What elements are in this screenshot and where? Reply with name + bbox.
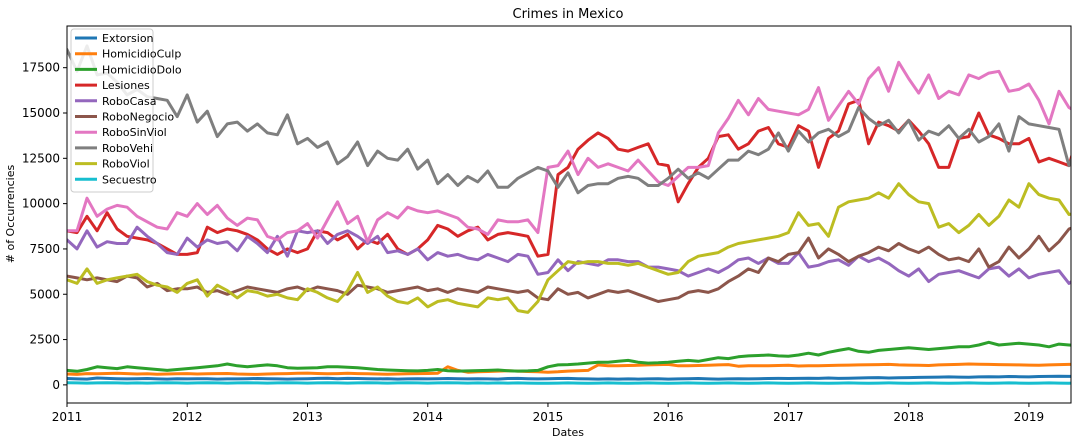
y-tick-label: 5000	[29, 287, 60, 301]
series-line-robovehi	[67, 44, 1071, 195]
legend-label-robonegocio: RoboNegocio	[102, 111, 174, 124]
series-line-robocasa	[67, 225, 1071, 285]
legend-label-robosinviol: RoboSinViol	[102, 126, 167, 139]
legend-label-extorsion: Extorsion	[102, 32, 154, 45]
axes: 0 2500 5000 7500 10000 12500 15000 17500 2011 201…	[22, 25, 1072, 424]
legend: Extorsion HomicidioCulp HomicidioDolo Lesio…	[70, 28, 182, 193]
plot-frame	[66, 25, 1072, 404]
series-line-robonegocio	[67, 226, 1071, 303]
y-axis-title: # of Occurrencies	[4, 164, 17, 263]
series-line-roboviol	[67, 182, 1071, 314]
series-layer	[67, 44, 1071, 385]
series-line-homicidioculp	[67, 362, 1071, 376]
legend-label-homicidioculp: HomicidioCulp	[102, 48, 181, 61]
legend-label-lesiones: Lesiones	[102, 79, 150, 92]
x-tick-label: 2018	[893, 410, 924, 424]
y-tick-label: 0	[52, 378, 60, 392]
y-tick-label: 10000	[22, 197, 60, 211]
series-line-extorsion	[67, 374, 1071, 381]
legend-label-homicidiodolo: HomicidioDolo	[102, 63, 182, 76]
x-tick-label: 2014	[412, 410, 443, 424]
x-axis-title: Dates	[552, 426, 584, 439]
legend-label-robovehi: RoboVehi	[102, 142, 153, 155]
series-line-secuestro	[67, 381, 1071, 385]
x-tick-label: 2017	[773, 410, 804, 424]
y-tick-label: 7500	[29, 242, 60, 256]
y-tick-label: 12500	[22, 151, 60, 165]
legend-label-secuestro: Secuestro	[102, 173, 157, 186]
y-tick-label: 15000	[22, 106, 60, 120]
x-tick-label: 2013	[292, 410, 323, 424]
series-line-homicidiodolo	[67, 340, 1071, 373]
chart-title: Crimes in Mexico	[513, 7, 624, 22]
y-tick-label: 17500	[22, 61, 60, 75]
x-tick-label: 2019	[1014, 410, 1045, 424]
series-line-robosinviol	[67, 60, 1071, 244]
y-tick-label: 2500	[29, 333, 60, 347]
x-tick-label: 2011	[52, 410, 83, 424]
x-tick-label: 2012	[172, 410, 203, 424]
legend-label-robocasa: RoboCasa	[102, 95, 156, 108]
x-tick-label: 2015	[533, 410, 564, 424]
legend-label-roboviol: RoboViol	[102, 158, 150, 171]
x-tick-label: 2016	[653, 410, 684, 424]
